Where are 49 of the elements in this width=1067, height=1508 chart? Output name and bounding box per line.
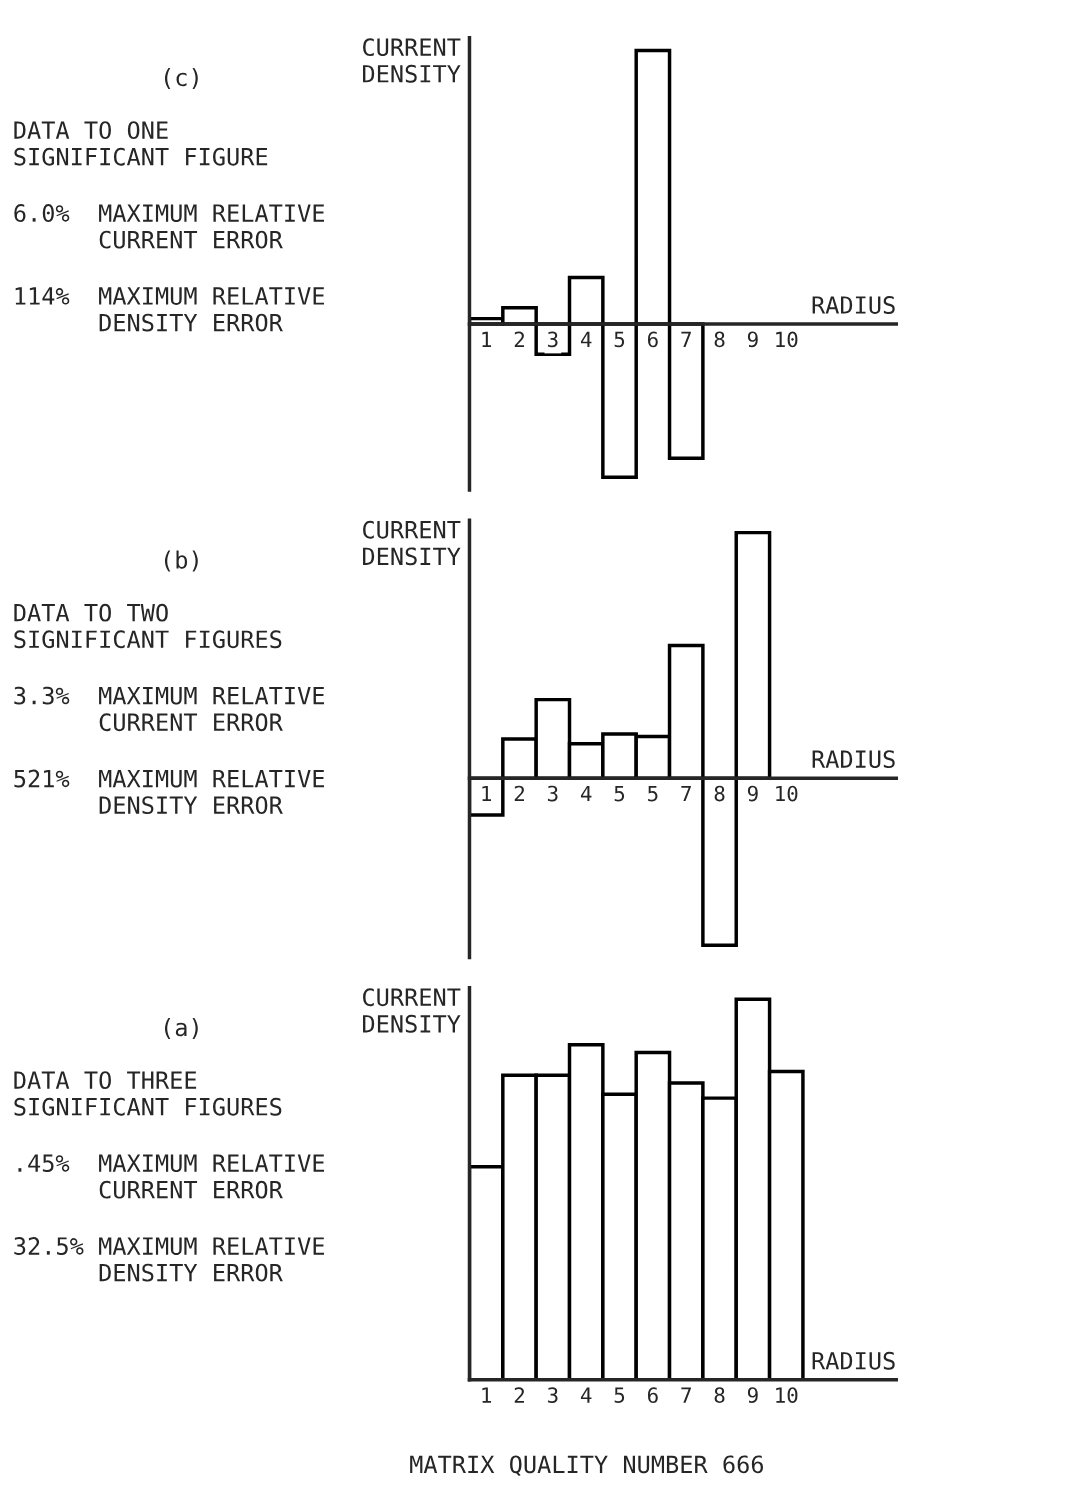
x-tick-label: 5 xyxy=(648,785,658,802)
x-tick-label: 2 xyxy=(514,785,524,802)
x-tick-label: 3 xyxy=(547,1387,558,1403)
x-tick-label: 10 xyxy=(776,1387,798,1403)
x-tick-label: 9 xyxy=(747,1387,758,1403)
x-tick-label: 8 xyxy=(714,785,725,802)
x-tick-label: 2 xyxy=(514,1387,524,1403)
x-tick-label: 3 xyxy=(547,785,558,802)
x-tick-label: 2 xyxy=(514,331,524,347)
text: DATA TO TWO SIGNIFICANT FIGURES xyxy=(14,603,282,649)
x-tick-label: 7 xyxy=(681,331,691,347)
text: 32.5% MAXIMUM RELATIVE DENSITY ERROR xyxy=(14,1237,325,1282)
y-axis-title: CURRENT DENSITY xyxy=(363,988,461,1033)
x-tick-label: 10 xyxy=(776,785,798,802)
x-tick-label: 10 xyxy=(776,331,798,348)
x-axis-title: RADIUS xyxy=(812,296,895,314)
text: 3.3% MAXIMUM RELATIVE CURRENT ERROR xyxy=(14,686,325,732)
text: 6.0% MAXIMUM RELATIVE CURRENT ERROR xyxy=(14,204,325,249)
x-axis-title: RADIUS xyxy=(812,1351,895,1370)
text: (b) xyxy=(164,550,198,572)
x-tick-label: 4 xyxy=(580,1387,592,1403)
x-tick-label: 5 xyxy=(614,785,625,802)
x-tick-label: 5 xyxy=(614,331,625,348)
x-tick-label: 4 xyxy=(580,331,592,347)
x-tick-label: 1 xyxy=(482,331,492,347)
x-tick-label: 9 xyxy=(747,331,758,348)
y-axis-title: CURRENT DENSITY xyxy=(363,38,461,83)
y-axis-title: CURRENT DENSITY xyxy=(363,520,461,566)
text: (c) xyxy=(164,68,198,90)
text: DATA TO THREE SIGNIFICANT FIGURES xyxy=(14,1071,282,1116)
x-tick-label: 6 xyxy=(647,1387,658,1403)
x-tick-label: 9 xyxy=(747,785,758,802)
x-tick-label: 8 xyxy=(714,331,725,348)
text: 521% MAXIMUM RELATIVE DENSITY ERROR xyxy=(14,769,325,815)
text: DATA TO ONE SIGNIFICANT FIGURE xyxy=(14,121,268,166)
x-tick-label: 5 xyxy=(614,1387,625,1403)
x-tick-label: 7 xyxy=(681,1387,691,1403)
text: MATRIX QUALITY NUMBER 666 xyxy=(410,1455,764,1477)
x-tick-label: 1 xyxy=(482,785,492,802)
x-tick-label: 6 xyxy=(647,331,658,348)
text: (a) xyxy=(164,1018,198,1040)
text: 114% MAXIMUM RELATIVE DENSITY ERROR xyxy=(15,287,325,332)
x-tick-label: 3 xyxy=(547,331,558,348)
x-tick-label: 1 xyxy=(482,1387,492,1403)
x-axis-title: RADIUS xyxy=(812,750,895,769)
text: .45% MAXIMUM RELATIVE CURRENT ERROR xyxy=(18,1154,325,1199)
x-tick-label: 4 xyxy=(580,785,592,802)
x-tick-label: 8 xyxy=(714,1387,725,1403)
x-tick-label: 7 xyxy=(681,785,691,802)
